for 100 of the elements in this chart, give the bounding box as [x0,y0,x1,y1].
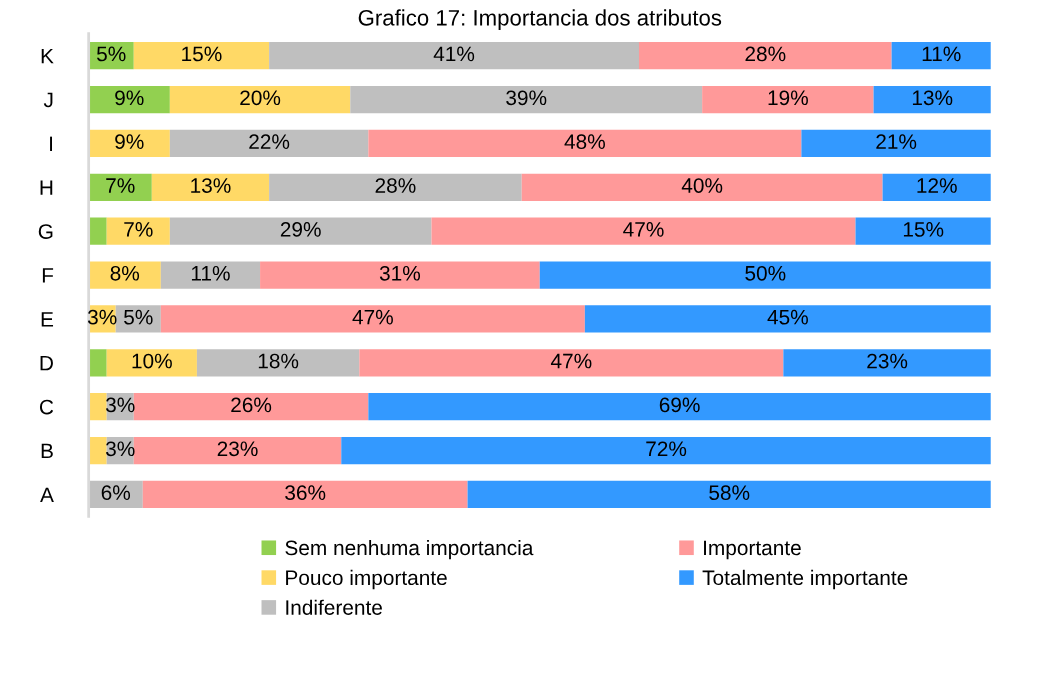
bar [88,217,107,245]
bar [88,173,152,201]
bar [106,349,197,377]
legend-label: Pouco importante [286,569,447,590]
bar [269,42,639,70]
bar [269,173,522,201]
bar [169,85,351,114]
data-label: 7% [124,222,153,237]
y-tick-label: C [39,399,54,415]
data-label: 47% [623,222,664,237]
data-label: 11% [191,265,230,281]
data-label: 36% [285,485,326,501]
data-label: 7% [106,178,135,193]
data-label: 13% [191,178,231,193]
data-label: 26% [231,397,272,413]
bar [873,85,991,114]
data-label: 18% [258,353,299,369]
data-label: 21% [876,134,917,149]
data-label: 3% [105,441,135,457]
bar [638,42,892,70]
bar [88,261,161,289]
data-label: 72% [646,441,687,457]
bar [88,349,107,377]
bar [431,217,856,245]
data-label: 15% [182,46,222,62]
data-label: 5% [96,46,126,62]
bar [169,217,432,245]
bar [88,85,170,114]
bar [783,349,991,377]
legend-label: Totalmente importante [702,569,908,590]
bar [368,393,991,421]
bar [160,261,261,289]
bar [702,85,874,114]
bar [151,173,270,201]
bar [169,129,369,158]
bar [160,305,585,333]
y-tick-label: B [41,443,53,459]
data-label: 12% [917,178,957,193]
data-label: 50% [745,265,786,281]
data-label: 22% [249,134,290,149]
data-label: 29% [280,222,321,237]
bar [891,42,991,70]
legend-label: Sem nenhuma importancia [285,539,534,560]
bar [855,217,991,245]
chart-title: Grafico 17: Importancia dos atributos [358,9,722,31]
bar [133,42,270,70]
y-tick-label: G [38,224,53,239]
y-tick-label: I [50,136,53,151]
data-label: 9% [115,134,144,150]
data-label: 15% [903,222,944,237]
y-tick-label: E [41,312,54,327]
bar [584,305,991,333]
data-label: 31% [379,265,421,281]
legend-label: Importante [704,540,801,560]
data-label: 23% [217,441,258,457]
bar [521,173,883,201]
bar [260,261,540,289]
y-tick-label: A [40,487,54,502]
y-tick-label: D [40,356,53,371]
y-tick-label: J [43,92,53,108]
bar [133,393,369,421]
bar [88,436,107,465]
bar [350,85,703,114]
bar [882,173,991,201]
data-label: 39% [506,90,547,106]
bar [133,436,342,465]
bar [539,261,991,289]
data-label: 9% [115,90,144,106]
data-label: 48% [564,134,605,150]
bar [106,217,170,245]
bar [115,305,161,333]
data-label: 20% [240,90,281,106]
bar [88,393,107,421]
legend-label: Indiferente [286,599,382,615]
data-label: 11% [922,46,961,62]
data-label: 23% [867,353,908,369]
y-tick-label: H [40,180,53,195]
bar [88,129,170,158]
data-label: 28% [375,178,416,193]
bar [142,480,468,509]
bar [341,436,991,465]
data-label: 69% [659,397,700,413]
data-label: 40% [681,178,723,193]
data-label: 10% [132,353,172,369]
bar [801,129,991,158]
data-label: 3% [105,397,135,413]
data-label: 47% [550,353,592,369]
bar [196,349,360,377]
data-label: 8% [110,265,140,281]
y-tick-label: K [41,48,54,64]
y-tick-label: F [42,268,54,283]
data-label: 28% [745,46,786,62]
data-label: 58% [709,485,750,501]
data-label: 47% [352,309,393,325]
data-label: 19% [768,90,808,106]
bar [368,129,802,158]
data-label: 6% [101,485,131,501]
data-label: 5% [124,309,153,325]
data-label: 45% [767,309,808,325]
data-label: 13% [912,90,953,106]
